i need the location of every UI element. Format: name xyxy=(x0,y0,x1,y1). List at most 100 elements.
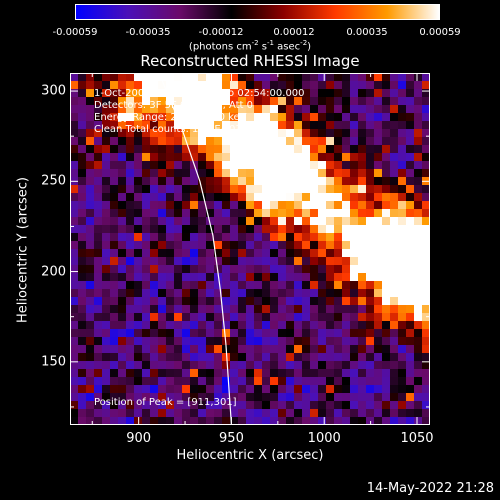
heatmap-cell xyxy=(126,257,134,265)
heatmap-cell xyxy=(142,289,150,297)
heatmap-cell xyxy=(214,281,222,289)
heatmap-cell xyxy=(374,161,382,169)
heatmap-cell xyxy=(174,393,182,401)
heatmap-cell xyxy=(198,241,206,249)
heatmap-cell xyxy=(302,385,310,393)
heatmap-cell xyxy=(350,185,358,193)
heatmap-cell xyxy=(206,289,214,297)
heatmap-cell xyxy=(398,201,406,209)
heatmap-cell xyxy=(110,169,118,177)
heatmap-cell xyxy=(366,177,374,185)
heatmap-cell xyxy=(246,257,254,265)
heatmap-cell xyxy=(382,81,390,89)
heatmap-cell xyxy=(310,377,318,385)
heatmap-cell xyxy=(406,337,414,345)
heatmap-cell xyxy=(126,145,134,153)
heatmap-cell xyxy=(286,353,294,361)
heatmap-cell xyxy=(118,321,126,329)
heatmap-cell xyxy=(390,209,398,217)
heatmap-cell xyxy=(134,353,142,361)
heatmap-cell xyxy=(374,305,382,313)
heatmap-cell xyxy=(398,369,406,377)
heatmap-cell xyxy=(214,393,222,401)
heatmap-cell xyxy=(230,329,238,337)
heatmap-cell xyxy=(134,385,142,393)
heatmap-cell xyxy=(286,393,294,401)
heatmap-cell xyxy=(150,241,158,249)
heatmap-cell xyxy=(302,145,310,153)
heatmap-cell xyxy=(390,153,398,161)
heatmap-cell xyxy=(422,377,430,385)
heatmap-cell xyxy=(174,121,182,129)
heatmap-cell xyxy=(294,177,302,185)
heatmap-cell xyxy=(286,209,294,217)
heatmap-cell xyxy=(214,89,222,97)
heatmap-cell xyxy=(382,105,390,113)
heatmap-cell xyxy=(86,337,94,345)
heatmap-cell xyxy=(334,281,342,289)
heatmap-cell xyxy=(334,185,342,193)
heatmap-cell xyxy=(230,193,238,201)
heatmap-cell xyxy=(198,361,206,369)
heatmap-cell xyxy=(94,249,102,257)
heatmap-cell xyxy=(118,265,126,273)
heatmap-cell xyxy=(182,241,190,249)
heatmap-cell xyxy=(238,225,246,233)
heatmap-cell xyxy=(294,337,302,345)
heatmap-cell xyxy=(366,113,374,121)
heatmap-cell xyxy=(94,417,102,425)
heatmap-cell xyxy=(238,177,246,185)
heatmap-cell xyxy=(190,337,198,345)
heatmap-cell xyxy=(102,105,110,113)
heatmap-cell xyxy=(342,257,350,265)
heatmap-cell xyxy=(262,201,270,209)
heatmap-cell xyxy=(86,265,94,273)
heatmap-cell xyxy=(326,217,334,225)
heatmap-cell xyxy=(262,345,270,353)
heatmap-cell xyxy=(294,201,302,209)
heatmap-cell xyxy=(390,361,398,369)
heatmap-cell xyxy=(318,345,326,353)
heatmap-cell xyxy=(70,361,78,369)
heatmap-cell xyxy=(334,265,342,273)
heatmap-cell xyxy=(374,185,382,193)
heatmap-cell xyxy=(246,281,254,289)
heatmap-cell xyxy=(238,185,246,193)
heatmap-cell xyxy=(86,225,94,233)
heatmap-cell xyxy=(350,377,358,385)
heatmap-cell xyxy=(310,73,318,81)
heatmap-cell xyxy=(390,81,398,89)
heatmap-cell xyxy=(110,137,118,145)
heatmap-cell xyxy=(222,113,230,121)
heatmap-cell xyxy=(374,177,382,185)
heatmap-cell xyxy=(86,321,94,329)
heatmap-cell xyxy=(174,369,182,377)
heatmap-cell xyxy=(214,185,222,193)
heatmap-cell xyxy=(206,81,214,89)
heatmap-cell xyxy=(342,249,350,257)
heatmap-cell xyxy=(358,321,366,329)
heatmap-cell xyxy=(126,249,134,257)
heatmap-cell xyxy=(302,97,310,105)
heatmap-cell xyxy=(182,265,190,273)
heatmap-cell xyxy=(198,385,206,393)
heatmap-cell xyxy=(134,209,142,217)
heatmap-cell xyxy=(118,105,126,113)
heatmap-cell xyxy=(134,265,142,273)
heatmap-cell xyxy=(366,345,374,353)
heatmap-cell xyxy=(214,289,222,297)
heatmap-cell xyxy=(222,393,230,401)
heatmap-cell xyxy=(278,369,286,377)
heatmap-cell xyxy=(222,313,230,321)
heatmap-cell xyxy=(190,401,198,409)
heatmap-cell xyxy=(294,145,302,153)
heatmap-cell xyxy=(110,265,118,273)
heatmap-cell xyxy=(366,89,374,97)
heatmap-cell xyxy=(422,401,430,409)
heatmap-cell xyxy=(326,121,334,129)
heatmap-cell xyxy=(406,305,414,313)
heatmap-cell xyxy=(238,113,246,121)
heatmap-cell xyxy=(270,369,278,377)
heatmap-cell xyxy=(110,177,118,185)
heatmap-cell xyxy=(238,201,246,209)
